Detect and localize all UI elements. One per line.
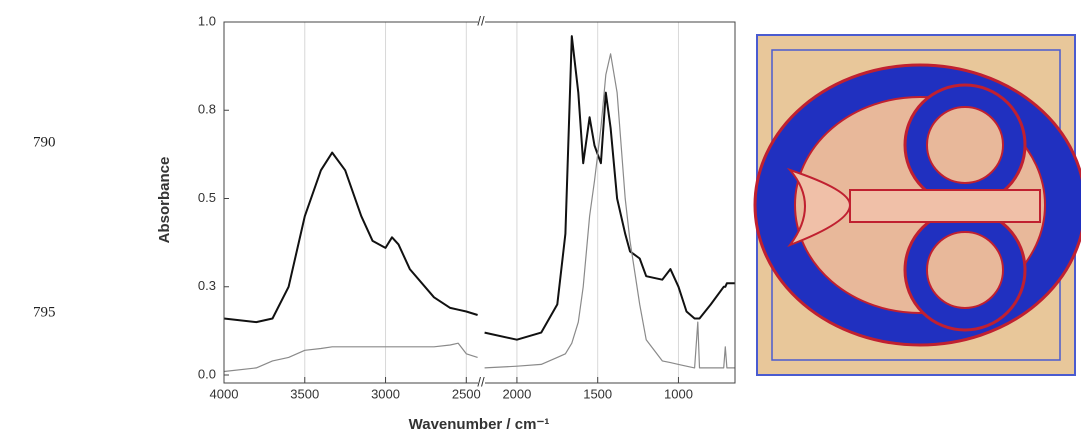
y-axis-title: Absorbance	[156, 157, 173, 244]
axis-break	[478, 15, 485, 29]
x-tick-label: 2000	[502, 386, 531, 401]
plot: 0.0 0.3 0.5 0.8 1.0 4000 3500 3000 2500 2000 1500 1…	[198, 13, 735, 401]
x-tick-label: 3000	[371, 386, 400, 401]
x-tick-label: 4000	[210, 386, 239, 401]
x-tick-label: 1000	[664, 386, 693, 401]
axis-break	[478, 376, 485, 390]
y-tick-label: 0.3	[198, 278, 216, 293]
x-tick-label: 1500	[583, 386, 612, 401]
break-mark: //	[477, 13, 485, 28]
line-number: 790	[33, 134, 56, 150]
spectrum-line	[223, 53, 735, 373]
illuminated-letter	[753, 34, 1081, 376]
line-number: 795	[33, 304, 56, 320]
x-tick-label: 3500	[290, 386, 319, 401]
y-tick-label: 0.0	[198, 366, 216, 381]
break-mark: //	[477, 374, 485, 389]
spectrum-line	[223, 35, 735, 341]
plot-frame	[223, 21, 736, 384]
x-axis-title: Wavenumber / cm⁻¹	[409, 416, 550, 433]
y-tick-label: 1.0	[198, 13, 216, 28]
y-tick-label: 0.5	[198, 190, 216, 205]
x-tick-label: 2500	[452, 386, 481, 401]
y-tick-label: 0.8	[198, 102, 216, 117]
